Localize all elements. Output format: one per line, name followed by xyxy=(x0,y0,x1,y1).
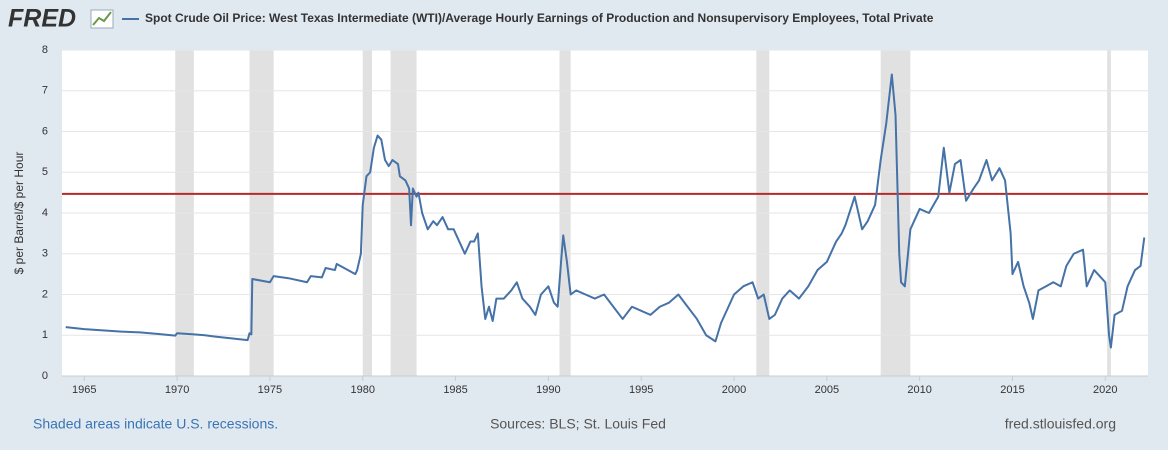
source: Sources: BLS; St. Louis Fed xyxy=(490,416,666,432)
series-line xyxy=(65,73,1146,349)
y-tick-label: 6 xyxy=(42,125,48,137)
y-tick-label: 5 xyxy=(42,166,48,178)
y-tick-label: 2 xyxy=(42,288,48,300)
x-tick-label: 1980 xyxy=(350,384,374,396)
legend-label: Spot Crude Oil Price: West Texas Interme… xyxy=(145,11,934,25)
x-tick-label: 1975 xyxy=(258,384,282,396)
x-tick-label: 1995 xyxy=(629,384,653,396)
logo-icon-line xyxy=(92,11,112,26)
x-tick-label: 1970 xyxy=(165,384,189,396)
notes[interactable]: Shaded areas indicate U.S. recessions. xyxy=(33,416,278,432)
y-axis-label: $ per Barrel/$ per Hour xyxy=(12,152,26,275)
y-tick-label: 1 xyxy=(42,329,48,341)
x-tick-label: 1990 xyxy=(536,384,560,396)
y-tick-label: 8 xyxy=(42,44,48,56)
y-tick-label: 3 xyxy=(42,248,48,260)
x-tick-label: 2010 xyxy=(907,384,931,396)
site[interactable]: fred.stlouisfed.org xyxy=(1005,416,1116,432)
x-tick-label: 1965 xyxy=(72,384,96,396)
x-tick-label: 1985 xyxy=(443,384,467,396)
x-tick-label: 2000 xyxy=(722,384,746,396)
y-tick-label: 0 xyxy=(42,370,48,382)
x-tick-label: 2020 xyxy=(1093,384,1117,396)
y-tick-label: 7 xyxy=(42,85,48,97)
logo[interactable]: FRED xyxy=(8,5,76,33)
x-tick-label: 2005 xyxy=(815,384,839,396)
x-tick-label: 2015 xyxy=(1000,384,1024,396)
y-tick-label: 4 xyxy=(42,207,48,219)
